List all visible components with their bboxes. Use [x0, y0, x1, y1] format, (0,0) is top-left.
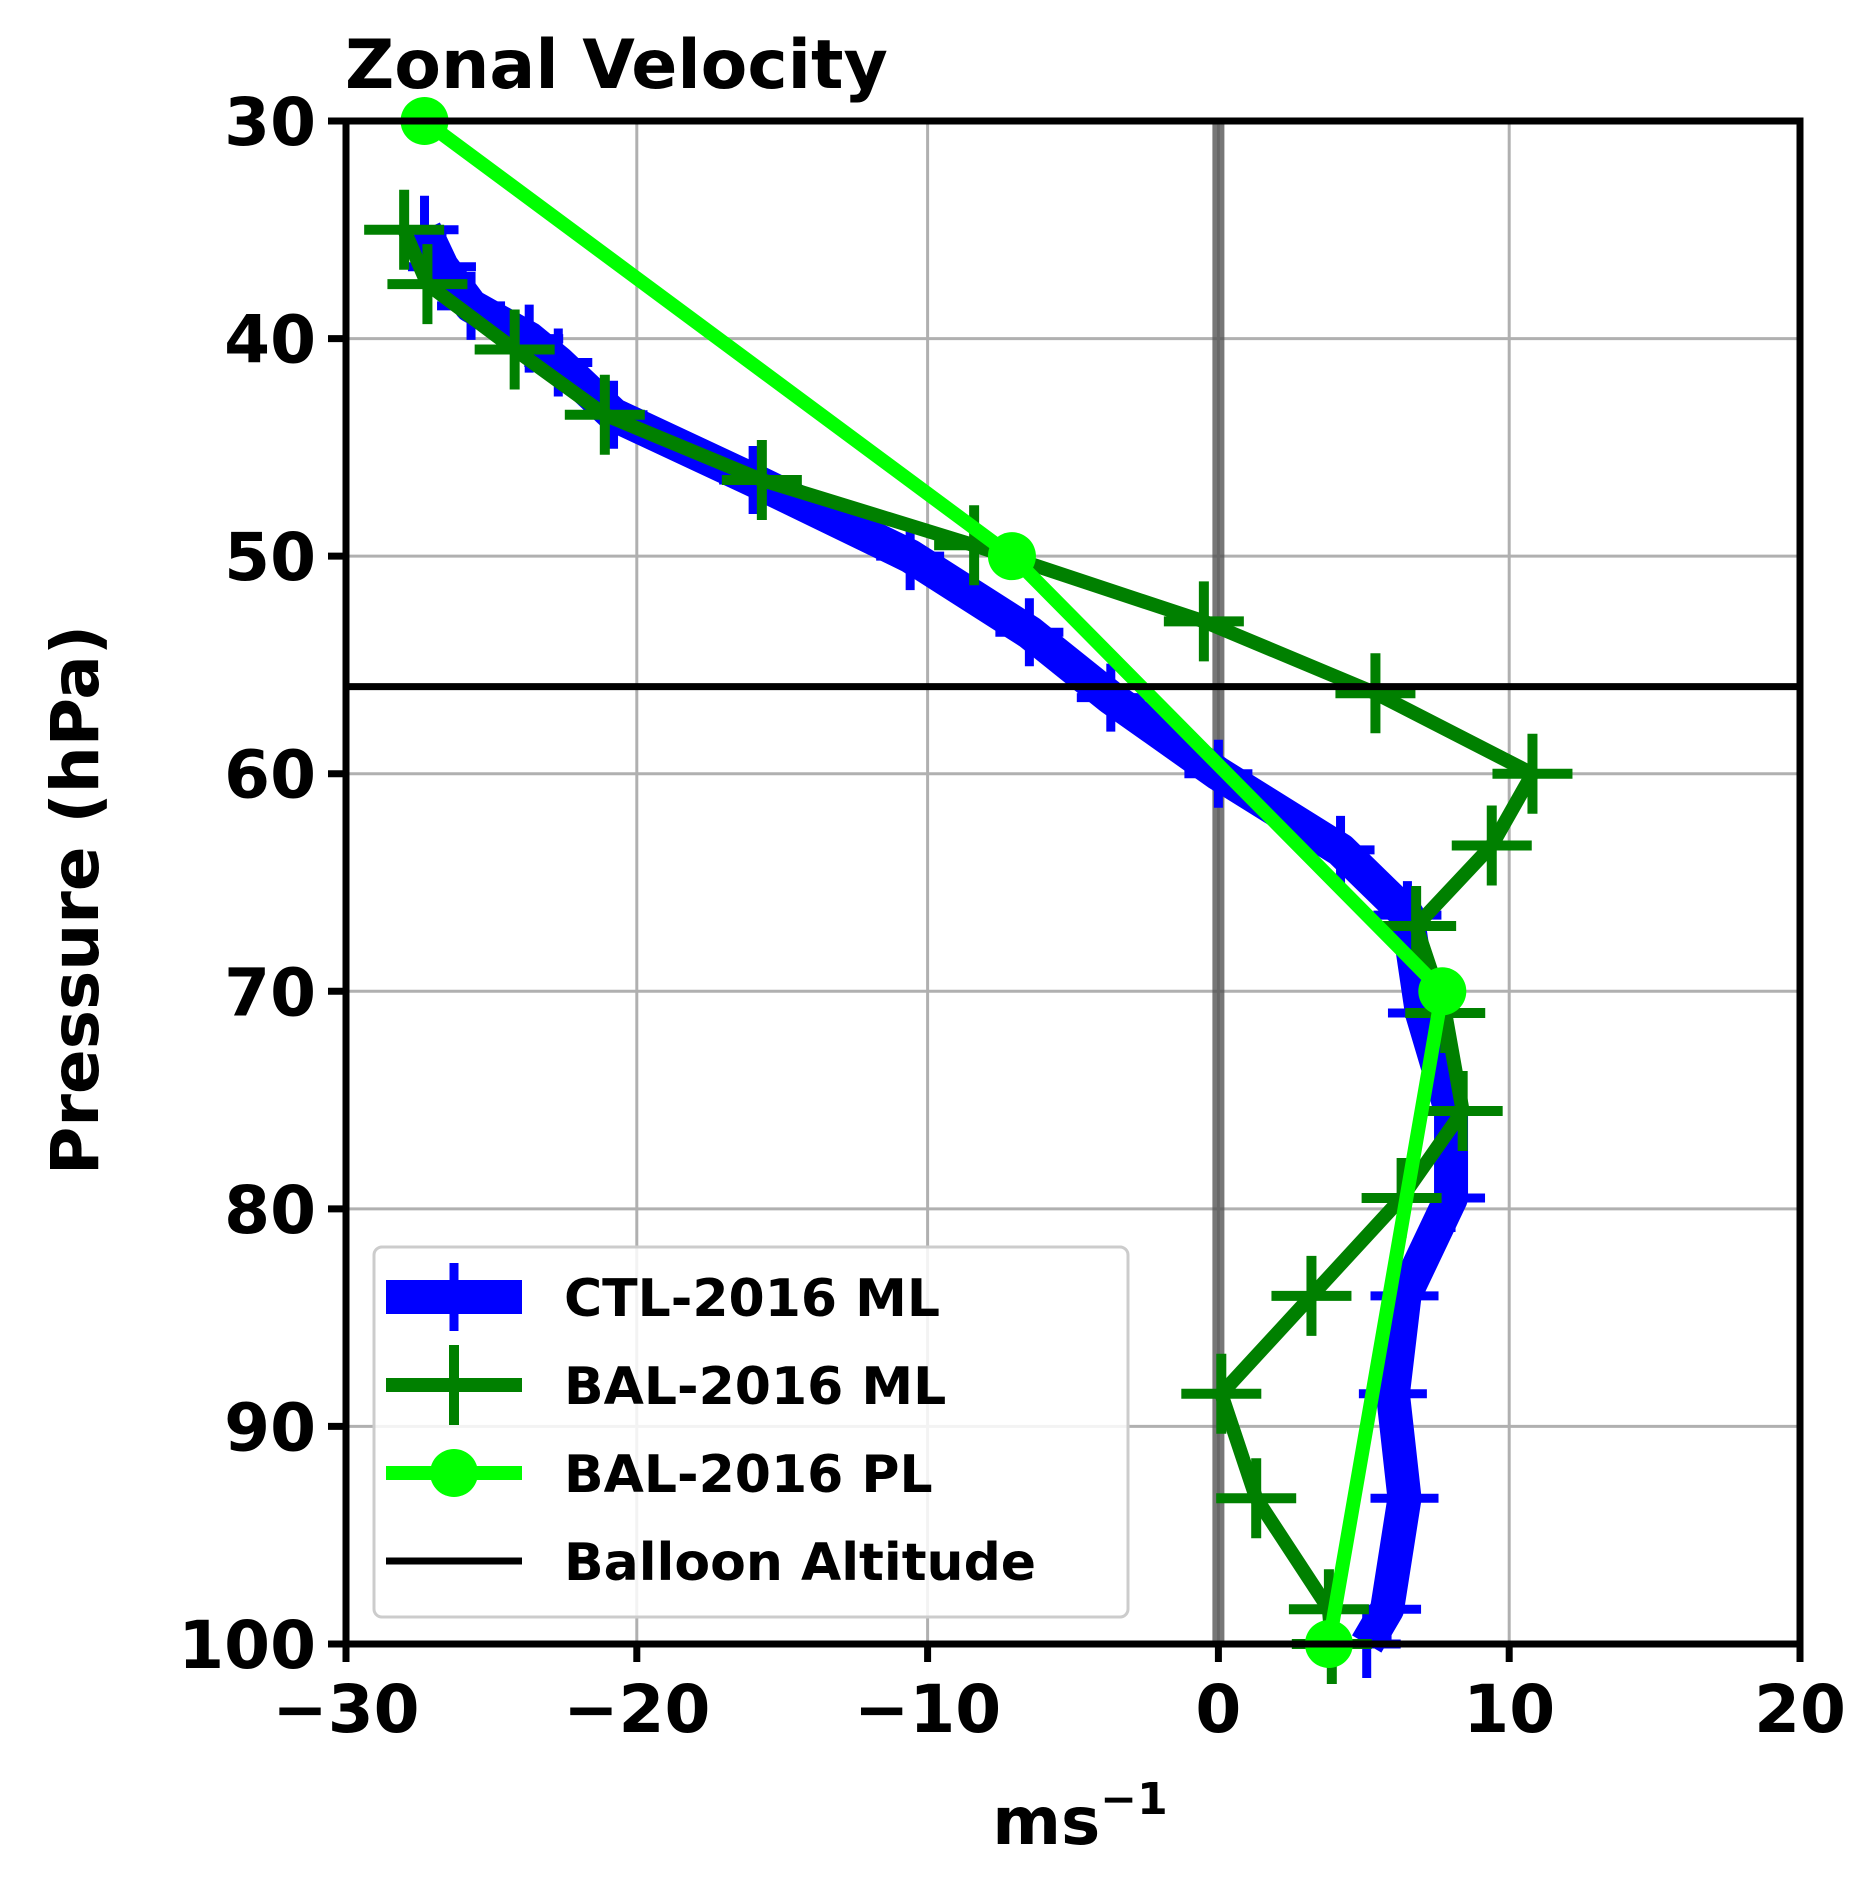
- y-tick-label: 80: [224, 1172, 316, 1249]
- x-tick-label: −20: [563, 1671, 710, 1748]
- series-bal-2016-ml: [364, 189, 1573, 1684]
- y-tick-label: 100: [178, 1607, 316, 1684]
- data-point-marker: [987, 532, 1036, 581]
- x-tick-label: 10: [1463, 1671, 1555, 1748]
- y-tick-label: 40: [224, 302, 316, 379]
- legend-label: Balloon Altitude: [564, 1533, 1036, 1593]
- legend-item: BAL-2016 ML: [386, 1345, 946, 1425]
- y-tick-label: 60: [224, 737, 316, 814]
- y-axis-label: Pressure (hPa): [37, 625, 114, 1175]
- legend-label: BAL-2016 PL: [564, 1445, 933, 1505]
- series-layer: [364, 97, 1573, 1684]
- legend: CTL-2016 ML BAL-2016 ML BAL-2016 PL Balloon…: [372, 1245, 1130, 1619]
- y-tick-label: 30: [224, 84, 316, 161]
- legend-item: BAL-2016 PL: [386, 1445, 933, 1505]
- series-bal-2016-pl: [400, 97, 1467, 1668]
- series-line: [420, 115, 1450, 1646]
- legend-box: [372, 1245, 1130, 1619]
- data-point-marker: [1418, 967, 1467, 1016]
- x-axis-label-base: ms: [992, 1783, 1100, 1860]
- x-tick-label: 20: [1754, 1671, 1846, 1748]
- y-axis-ticks: 30 40 50 60 70 80 90 100: [178, 84, 346, 1684]
- legend-swatch-marker: [430, 1449, 478, 1497]
- x-tick-label: −30: [272, 1671, 419, 1748]
- x-axis-label: ms−1: [992, 1774, 1168, 1860]
- y-tick-label: 50: [224, 519, 316, 596]
- legend-label: CTL-2016 ML: [564, 1269, 940, 1329]
- chart-title: Zonal Velocity: [345, 26, 888, 105]
- x-axis-label-superscript: −1: [1100, 1774, 1167, 1825]
- y-tick-label: 70: [224, 954, 316, 1031]
- legend-item: Balloon Altitude: [386, 1533, 1036, 1593]
- y-tick-label: 90: [224, 1389, 316, 1466]
- legend-label: BAL-2016 ML: [564, 1357, 946, 1417]
- x-tick-label: −10: [854, 1671, 1001, 1748]
- legend-item: CTL-2016 ML: [386, 1263, 940, 1331]
- plot-frame: [342, 117, 1804, 1648]
- x-tick-label: 0: [1195, 1671, 1241, 1748]
- x-axis-ticks: −30 −20 −10 0 10 20: [272, 1644, 1846, 1748]
